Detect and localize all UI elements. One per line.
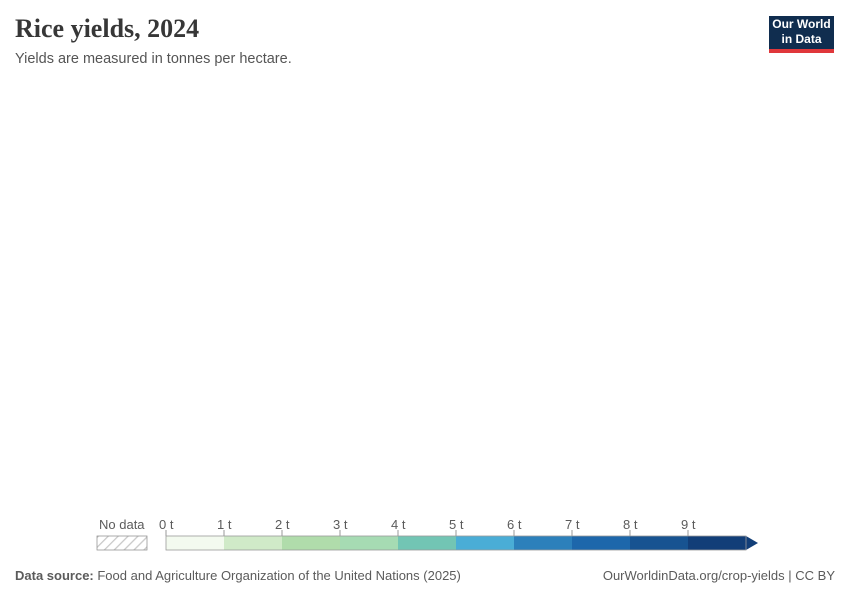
svg-text:2 t: 2 t bbox=[275, 517, 290, 532]
svg-text:9 t: 9 t bbox=[681, 517, 696, 532]
svg-text:No data: No data bbox=[99, 517, 145, 532]
svg-text:8 t: 8 t bbox=[623, 517, 638, 532]
svg-text:5 t: 5 t bbox=[449, 517, 464, 532]
svg-text:7 t: 7 t bbox=[565, 517, 580, 532]
svg-text:3 t: 3 t bbox=[333, 517, 348, 532]
svg-text:4 t: 4 t bbox=[391, 517, 406, 532]
svg-text:0 t: 0 t bbox=[159, 517, 174, 532]
svg-text:1 t: 1 t bbox=[217, 517, 232, 532]
svg-text:6 t: 6 t bbox=[507, 517, 522, 532]
